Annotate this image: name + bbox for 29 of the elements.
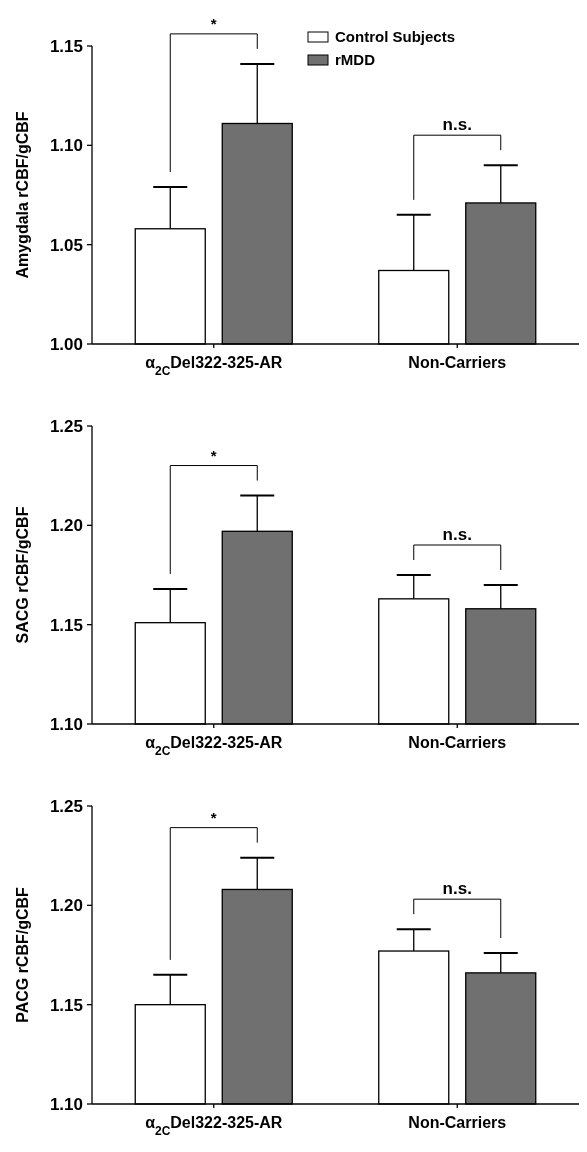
y-tick-label: 1.10	[49, 714, 83, 734]
y-axis-title: Amygdala rCBF/gCBF	[14, 111, 31, 279]
y-tick-label: 1.15	[49, 36, 83, 56]
annotation: n.s.	[442, 879, 472, 899]
x-tick-label: α$_{2C}$Del322-325-AR	[145, 354, 283, 378]
annotation: n.s.	[442, 115, 472, 135]
y-axis-title: PACG rCBF/gCBF	[14, 886, 31, 1023]
y-tick-label: 1.10	[49, 1094, 83, 1114]
y-tick-label: 1.00	[49, 334, 83, 354]
y-tick-label: 1.15	[49, 995, 83, 1015]
y-axis-title: SACG rCBF/gCBF	[14, 506, 31, 644]
y-tick-label: 1.10	[49, 136, 83, 156]
x-tick-label: Non-Carriers	[408, 354, 507, 371]
y-tick-label: 1.25	[49, 416, 83, 436]
annotation: *	[210, 446, 217, 464]
y-tick-label: 1.20	[49, 896, 83, 916]
annotation: n.s.	[442, 525, 472, 544]
x-tick-label: α$_{2C}$Del322-325-AR	[145, 1114, 283, 1138]
y-tick-label: 1.20	[49, 516, 83, 536]
y-tick-label: 1.05	[49, 235, 83, 255]
x-tick-label: Non-Carriers	[408, 734, 507, 751]
annotation: *	[210, 808, 217, 826]
text: *	[210, 14, 217, 32]
legend-label: rMDD	[335, 51, 376, 69]
x-tick-label: α$_{2C}$Del322-325-AR	[145, 734, 283, 758]
y-tick-label: 1.15	[49, 615, 83, 635]
y-tick-label: 1.25	[49, 796, 83, 816]
legend-label: Control Subjects	[335, 28, 456, 46]
x-tick-label: Non-Carriers	[408, 1114, 507, 1131]
